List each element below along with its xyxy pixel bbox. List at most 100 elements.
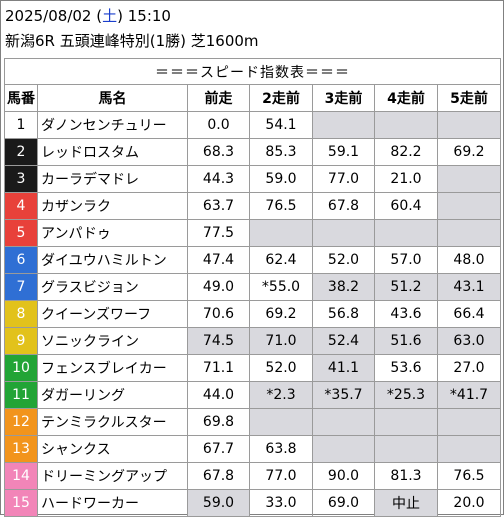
table-row: 13 シャンクス 67.7 63.8 bbox=[4, 435, 501, 463]
speed-index-cell: 56.8 bbox=[312, 300, 375, 328]
speed-index-cell: 49.0 bbox=[187, 273, 250, 301]
horse-number: 1 bbox=[4, 111, 38, 139]
speed-index-cell: 62.4 bbox=[249, 246, 313, 274]
speed-index-cell: 67.8 bbox=[187, 462, 250, 490]
speed-index-cell bbox=[437, 408, 501, 436]
horse-number: 2 bbox=[4, 138, 38, 166]
table-row: 2 レッドロスタム 68.3 85.3 59.1 82.2 69.2 bbox=[4, 138, 501, 166]
horse-name: アンパドゥ bbox=[37, 219, 188, 247]
table-row: 11 ダガーリング 44.0 *2.3 *35.7 *25.3 *41.7 bbox=[4, 381, 501, 409]
table-row: 9 ソニックライン 74.5 71.0 52.4 51.6 63.0 bbox=[4, 327, 501, 355]
race-datetime: 2025/08/02 (土) 15:10 bbox=[5, 6, 171, 26]
table-body: 1 ダノンセンチュリー 0.0 54.1 2 レッドロスタム 68.3 85.3 59.1 82.… bbox=[4, 111, 501, 517]
speed-index-cell: 59.0 bbox=[249, 165, 313, 193]
horse-number: 7 bbox=[4, 273, 38, 301]
table-title: ＝＝＝スピード指数表＝＝＝ bbox=[4, 58, 501, 85]
speed-index-cell: 76.5 bbox=[437, 462, 501, 490]
table-row: 4 カザンラク 63.7 76.5 67.8 60.4 bbox=[4, 192, 501, 220]
speed-index-cell: *55.0 bbox=[249, 273, 313, 301]
speed-index-cell: 20.0 bbox=[437, 489, 501, 517]
speed-index-cell: 44.0 bbox=[187, 381, 250, 409]
speed-index-cell: 74.5 bbox=[187, 327, 250, 355]
speed-index-cell: 52.4 bbox=[312, 327, 375, 355]
speed-index-cell bbox=[249, 219, 313, 247]
speed-index-cell: 77.0 bbox=[312, 165, 375, 193]
horse-number: 4 bbox=[4, 192, 38, 220]
table-row: 12 テンミラクルスター 69.8 bbox=[4, 408, 501, 436]
race-3-header: 3走前 bbox=[312, 84, 375, 112]
table-row: 6 ダイユウハミルトン 47.4 62.4 52.0 57.0 48.0 bbox=[4, 246, 501, 274]
horse-number: 5 bbox=[4, 219, 38, 247]
speed-index-cell bbox=[249, 408, 313, 436]
speed-index-cell bbox=[374, 408, 438, 436]
horse-number: 14 bbox=[4, 462, 38, 490]
race-5-header: 5走前 bbox=[437, 84, 501, 112]
column-header-row: 馬番 馬名 前走 2走前 3走前 4走前 5走前 bbox=[4, 84, 501, 112]
speed-index-cell: 43.1 bbox=[437, 273, 501, 301]
horse-name: フェンスブレイカー bbox=[37, 354, 188, 382]
speed-index-cell: 59.0 bbox=[187, 489, 250, 517]
speed-index-cell: 63.0 bbox=[437, 327, 501, 355]
table-row: 5 アンパドゥ 77.5 bbox=[4, 219, 501, 247]
speed-index-cell: *41.7 bbox=[437, 381, 501, 409]
horse-number: 8 bbox=[4, 300, 38, 328]
speed-index-cell bbox=[437, 219, 501, 247]
speed-index-cell: 54.1 bbox=[249, 111, 313, 139]
table-row: 7 グラスビジョン 49.0 *55.0 38.2 51.2 43.1 bbox=[4, 273, 501, 301]
race-info: 新潟6R 五頭連峰特別(1勝) 芝1600m bbox=[5, 32, 259, 50]
speed-index-cell bbox=[437, 192, 501, 220]
speed-index-cell: 33.0 bbox=[249, 489, 313, 517]
speed-index-cell: 51.6 bbox=[374, 327, 438, 355]
speed-index-cell: 71.0 bbox=[249, 327, 313, 355]
horse-number: 12 bbox=[4, 408, 38, 436]
speed-index-cell: 71.1 bbox=[187, 354, 250, 382]
horse-name: グラスビジョン bbox=[37, 273, 188, 301]
speed-index-cell: 63.8 bbox=[249, 435, 313, 463]
speed-index-cell: 27.0 bbox=[437, 354, 501, 382]
speed-index-cell: 90.0 bbox=[312, 462, 375, 490]
horse-name: ダガーリング bbox=[37, 381, 188, 409]
speed-index-cell: 69.2 bbox=[437, 138, 501, 166]
speed-index-cell: 51.2 bbox=[374, 273, 438, 301]
race-time: 15:10 bbox=[127, 7, 171, 25]
speed-index-cell: *2.3 bbox=[249, 381, 313, 409]
horse-number: 6 bbox=[4, 246, 38, 274]
speed-index-cell: 76.5 bbox=[249, 192, 313, 220]
speed-index-cell: 47.4 bbox=[187, 246, 250, 274]
speed-index-cell: *35.7 bbox=[312, 381, 375, 409]
speed-index-cell: 60.4 bbox=[374, 192, 438, 220]
speed-index-cell: 67.7 bbox=[187, 435, 250, 463]
speed-index-cell bbox=[437, 111, 501, 139]
horse-name-header: 馬名 bbox=[37, 84, 188, 112]
speed-index-cell: 85.3 bbox=[249, 138, 313, 166]
speed-index-cell bbox=[312, 435, 375, 463]
day-of-week: 土 bbox=[102, 7, 118, 25]
speed-index-cell: 52.0 bbox=[249, 354, 313, 382]
speed-index-cell bbox=[312, 219, 375, 247]
speed-index-cell: 38.2 bbox=[312, 273, 375, 301]
speed-index-cell: 53.6 bbox=[374, 354, 438, 382]
speed-index-cell: 中止 bbox=[374, 489, 438, 517]
table-row: 1 ダノンセンチュリー 0.0 54.1 bbox=[4, 111, 501, 139]
speed-index-cell bbox=[374, 111, 438, 139]
speed-index-cell: 70.6 bbox=[187, 300, 250, 328]
speed-index-cell: 68.3 bbox=[187, 138, 250, 166]
speed-index-cell: 69.8 bbox=[187, 408, 250, 436]
horse-name: カーラデマドレ bbox=[37, 165, 188, 193]
speed-index-cell bbox=[437, 435, 501, 463]
horse-name: ダイユウハミルトン bbox=[37, 246, 188, 274]
table-row: 3 カーラデマドレ 44.3 59.0 77.0 21.0 bbox=[4, 165, 501, 193]
speed-index-table: ＝＝＝スピード指数表＝＝＝ 馬番 馬名 前走 2走前 3走前 4走前 5走前 1 ダノンセンチ… bbox=[4, 58, 501, 517]
speed-index-cell: 63.7 bbox=[187, 192, 250, 220]
horse-name: ハードワーカー bbox=[37, 489, 188, 517]
speed-index-cell bbox=[437, 165, 501, 193]
speed-index-cell: 69.2 bbox=[249, 300, 313, 328]
speed-index-cell: 77.5 bbox=[187, 219, 250, 247]
horse-number: 15 bbox=[4, 489, 38, 517]
speed-index-cell bbox=[374, 435, 438, 463]
speed-index-cell: 43.6 bbox=[374, 300, 438, 328]
horse-name: クイーンズワーフ bbox=[37, 300, 188, 328]
horse-number-header: 馬番 bbox=[4, 84, 38, 112]
speed-index-cell: 41.1 bbox=[312, 354, 375, 382]
